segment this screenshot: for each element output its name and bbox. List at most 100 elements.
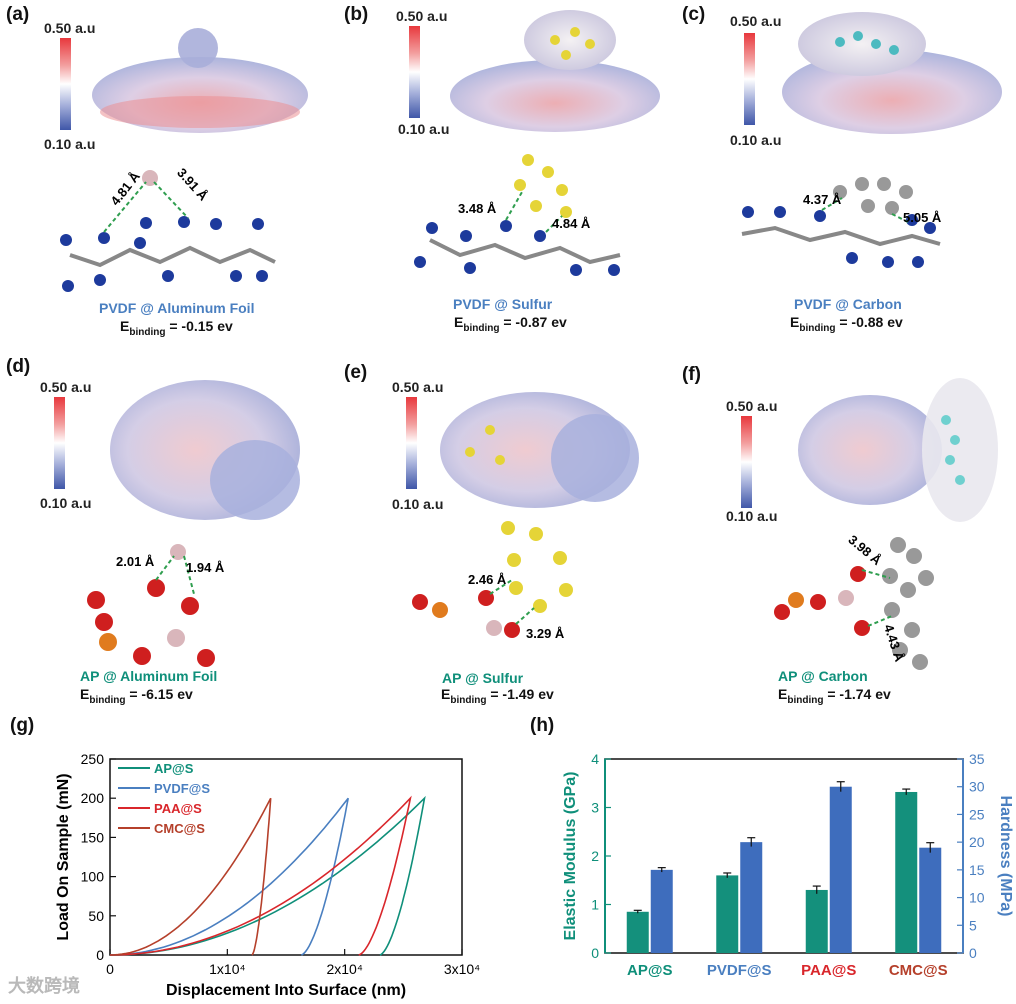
modulus-bar xyxy=(895,791,918,953)
y-tick-label: 250 xyxy=(81,751,105,767)
esp-surface-d xyxy=(110,380,300,520)
colorbar-bottom-label-f: 0.10 a.u xyxy=(726,508,778,524)
molecule-a xyxy=(60,170,276,292)
modulus-hardness-chart: 0 1 2 3 4 0 5 10 15 20 25 30 35 Elastic Modulus (GPa)… xyxy=(562,751,1014,979)
modulus-bar xyxy=(805,889,828,953)
molecule-illustrations-row2: 2.01 Å 1.94 Å 2.46 Å 3.29 Å 3.98 Å 4.43 … xyxy=(87,378,998,670)
caption-name-a: PVDF @ Aluminum Foil xyxy=(99,300,255,316)
hardness-bar xyxy=(919,847,942,953)
left-y-tick-label: 1 xyxy=(591,897,599,913)
legend-label-paa-at-s: PAA@S xyxy=(154,801,202,816)
colorbar-top-label-d: 0.50 a.u xyxy=(40,379,92,395)
colorbar-top-label-c: 0.50 a.u xyxy=(730,13,782,29)
panel-label-g: (g) xyxy=(10,715,35,736)
series-line-pvdf-at-s xyxy=(109,797,349,956)
legend-label-cmc-at-s: CMC@S xyxy=(154,821,205,836)
binding-energy-subscript-f: binding xyxy=(787,694,824,706)
series-line-ap-at-s xyxy=(109,795,426,956)
distance-label-f-1: 3.98 Å xyxy=(845,532,884,569)
colorbar-c xyxy=(744,33,755,125)
y-tick-label: 50 xyxy=(88,908,104,924)
right-y-tick-label: 25 xyxy=(969,806,985,822)
molecule-f xyxy=(774,537,934,670)
modulus-bar xyxy=(626,911,649,953)
right-y-tick-label: 10 xyxy=(969,890,985,906)
colorbar-bottom-label-c: 0.10 a.u xyxy=(730,132,782,148)
esp-surface-f xyxy=(798,378,998,522)
colorbar-a xyxy=(60,38,71,130)
distance-label-c-1: 4.37 Å xyxy=(803,192,842,207)
distance-label-b-1: 3.48 Å xyxy=(458,201,497,216)
y-axis-label: Load On Sample (mN) xyxy=(55,773,72,940)
x-tick-label: 0 xyxy=(106,961,114,977)
left-y-tick-label: 0 xyxy=(591,945,599,961)
panel-label-c: (c) xyxy=(682,4,706,25)
colorbar-top-label-f: 0.50 a.u xyxy=(726,398,778,414)
left-y-axis-label: Elastic Modulus (GPa) xyxy=(562,772,579,941)
binding-energy-value-d: = -6.15 ev xyxy=(125,686,193,702)
left-y-tick-label: 3 xyxy=(591,800,599,816)
x-tick-label: 1x10⁴ xyxy=(209,961,245,977)
modulus-bar xyxy=(716,875,739,953)
right-y-tick-label: 20 xyxy=(969,834,985,850)
binding-energy-e: Ebinding = -1.49 ev xyxy=(441,686,554,706)
molecule-illustrations-row1: 4.81 Å 3.91 Å 3.48 Å 4.84 Å 4.37 Å 5.05 … xyxy=(60,10,1002,292)
caption-name-c: PVDF @ Carbon xyxy=(794,296,902,312)
binding-energy-symbol-e: E xyxy=(441,686,451,702)
colorbar-d xyxy=(54,397,65,489)
binding-energy-symbol-d: E xyxy=(80,686,90,702)
binding-energy-value-e: = -1.49 ev xyxy=(486,686,554,702)
binding-energy-b: Ebinding = -0.87 ev xyxy=(454,314,567,334)
molecule-e xyxy=(412,521,573,638)
caption-name-d: AP @ Aluminum Foil xyxy=(80,668,218,684)
hardness-bar xyxy=(650,869,673,953)
distance-label-e-2: 3.29 Å xyxy=(526,626,565,641)
distance-label-b-2: 4.84 Å xyxy=(552,216,591,231)
plot-frame-g xyxy=(109,758,463,956)
distance-label-c-2: 5.05 Å xyxy=(903,210,942,225)
esp-surface-e xyxy=(440,392,639,508)
left-y-tick-label: 2 xyxy=(591,848,599,864)
category-label-pvdf-at-s: PVDF@S xyxy=(707,962,772,979)
distance-label-e-1: 2.46 Å xyxy=(468,572,507,587)
colorbar-top-label-e: 0.50 a.u xyxy=(392,379,444,395)
binding-energy-subscript-d: binding xyxy=(89,694,126,706)
distance-label-a-1: 4.81 Å xyxy=(107,168,143,208)
x-tick-label: 3x10⁴ xyxy=(444,961,480,977)
caption-name-e: AP @ Sulfur xyxy=(442,670,524,686)
category-label-ap-at-s: AP@S xyxy=(627,962,672,979)
binding-energy-value-f: = -1.74 ev xyxy=(823,686,891,702)
category-label-paa-at-s: PAA@S xyxy=(801,962,856,979)
binding-energy-f: Ebinding = -1.74 ev xyxy=(778,686,891,706)
y-tick-label: 0 xyxy=(96,947,104,963)
panel-label-a: (a) xyxy=(6,4,30,25)
distance-label-a-2: 3.91 Å xyxy=(174,165,211,204)
binding-energy-c: Ebinding = -0.88 ev xyxy=(790,314,903,334)
colorbar-e xyxy=(406,397,417,489)
x-axis-label: Displacement Into Surface (nm) xyxy=(166,982,406,999)
colorbar-b xyxy=(409,26,420,118)
esp-surface-c xyxy=(782,12,1002,134)
series-line-cmc-at-s xyxy=(109,797,272,956)
legend-label-ap-at-s: AP@S xyxy=(154,761,194,776)
binding-energy-symbol-f: E xyxy=(778,686,788,702)
colorbar-bottom-label-b: 0.10 a.u xyxy=(398,121,450,137)
colorbar-top-label-a: 0.50 a.u xyxy=(44,20,96,36)
distance-label-d-1: 2.01 Å xyxy=(116,554,155,569)
esp-surface-b xyxy=(450,10,660,132)
esp-surface-a xyxy=(92,28,308,133)
panel-label-d: (d) xyxy=(6,356,31,377)
caption-name-b: PVDF @ Sulfur xyxy=(453,296,553,312)
molecule-b xyxy=(414,154,621,276)
binding-energy-symbol-b: E xyxy=(454,314,464,330)
panel-label-f: (f) xyxy=(682,364,701,385)
legend-label-pvdf-at-s: PVDF@S xyxy=(154,781,210,796)
series-line-paa-at-s xyxy=(109,795,412,956)
binding-energy-a: Ebinding = -0.15 ev xyxy=(120,318,233,338)
binding-energy-value-b: = -0.87 ev xyxy=(499,314,567,330)
y-tick-label: 100 xyxy=(81,869,105,885)
binding-energy-subscript-a: binding xyxy=(129,326,166,338)
binding-energy-subscript-b: binding xyxy=(463,322,500,334)
binding-energy-subscript-c: binding xyxy=(799,322,836,334)
caption-name-f: AP @ Carbon xyxy=(778,668,868,684)
